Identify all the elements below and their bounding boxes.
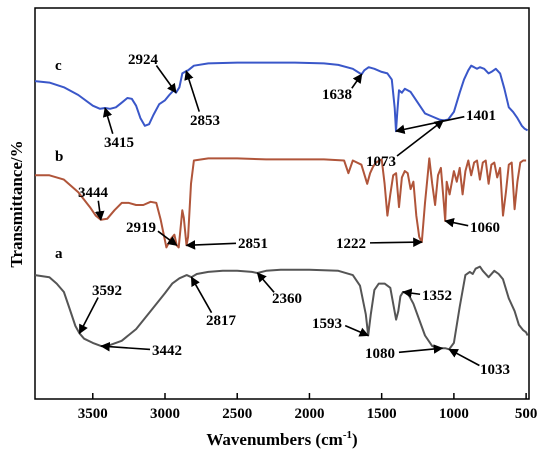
annotation-arrow: [184, 70, 201, 112]
peak-label-2360: 2360: [272, 291, 302, 307]
series-labels: a b c: [55, 58, 63, 262]
annotation-arrow: [94, 200, 105, 221]
annotation-arrow: [396, 119, 445, 157]
x-tick-label: 1000: [439, 406, 469, 422]
x-axis-ticks: 3500 3000 2500 2000 1500 1000 500: [78, 393, 538, 422]
plot-frame: [34, 7, 530, 400]
peak-label-3415: 3415: [104, 135, 134, 151]
annotation-arrow: [402, 288, 421, 298]
x-axis-title-tail: ): [352, 430, 358, 449]
annotation-arrow: [256, 272, 275, 293]
annotation-arrow: [185, 240, 237, 250]
peak-label-1060: 1060: [470, 220, 500, 236]
peak-label-3442: 3442: [152, 343, 182, 359]
peak-label-1638: 1638: [322, 87, 352, 103]
peak-label-1080: 1080: [365, 346, 395, 362]
annotation-arrow: [351, 73, 363, 89]
series-label-b: b: [55, 149, 63, 165]
peak-label-2817: 2817: [206, 313, 237, 329]
annotation-arrow: [395, 115, 465, 135]
annotation-arrow: [102, 107, 114, 134]
annotation-arrow: [344, 324, 370, 337]
annotation-arrow: [157, 230, 178, 246]
annotation-arrow: [190, 276, 213, 314]
annotation-arrow: [78, 297, 99, 335]
annotation-arrow: [398, 344, 444, 354]
x-tick-label: 1500: [367, 406, 397, 422]
peak-label-1401: 1401: [466, 108, 496, 124]
peak-label-3444: 3444: [78, 185, 109, 201]
series-label-a: a: [55, 246, 63, 262]
x-tick-label: 3500: [78, 406, 108, 422]
peak-label-2853: 2853: [190, 113, 220, 129]
annotation-arrow: [100, 341, 151, 352]
peak-label-2919: 2919: [126, 220, 156, 236]
annotation-arrow: [369, 237, 423, 248]
x-tick-label: 2500: [222, 406, 252, 422]
x-tick-label: 2000: [294, 406, 324, 422]
peak-label-1073: 1073: [366, 154, 396, 170]
series-label-c: c: [55, 58, 62, 74]
annotation-arrow: [444, 217, 469, 228]
y-axis-title: Transmittance/%: [7, 140, 26, 267]
series-line-b: [35, 157, 527, 249]
annotation-arrow: [155, 65, 177, 94]
peak-label-1222: 1222: [336, 236, 366, 252]
x-axis-title-superscript: -1: [343, 429, 352, 441]
peak-label-2924: 2924: [128, 52, 159, 68]
peak-label-2851: 2851: [238, 236, 268, 252]
peak-label-1352: 1352: [422, 288, 452, 304]
peak-label-1593: 1593: [312, 316, 342, 332]
series-layer: [34, 61, 529, 351]
x-axis-title: Wavenumbers (cm-1): [206, 429, 357, 449]
annotation-layer: 3592 3442 2817 2360 1593 1352 1080 1033 3444 2919…: [78, 52, 510, 378]
peak-label-3592: 3592: [92, 283, 122, 299]
series-line-a: [34, 265, 529, 351]
x-tick-label: 500: [515, 406, 538, 422]
annotation-arrow: [448, 348, 480, 367]
peak-label-1033: 1033: [480, 362, 510, 378]
x-tick-label: 3000: [150, 406, 180, 422]
series-line-c: [34, 61, 529, 133]
